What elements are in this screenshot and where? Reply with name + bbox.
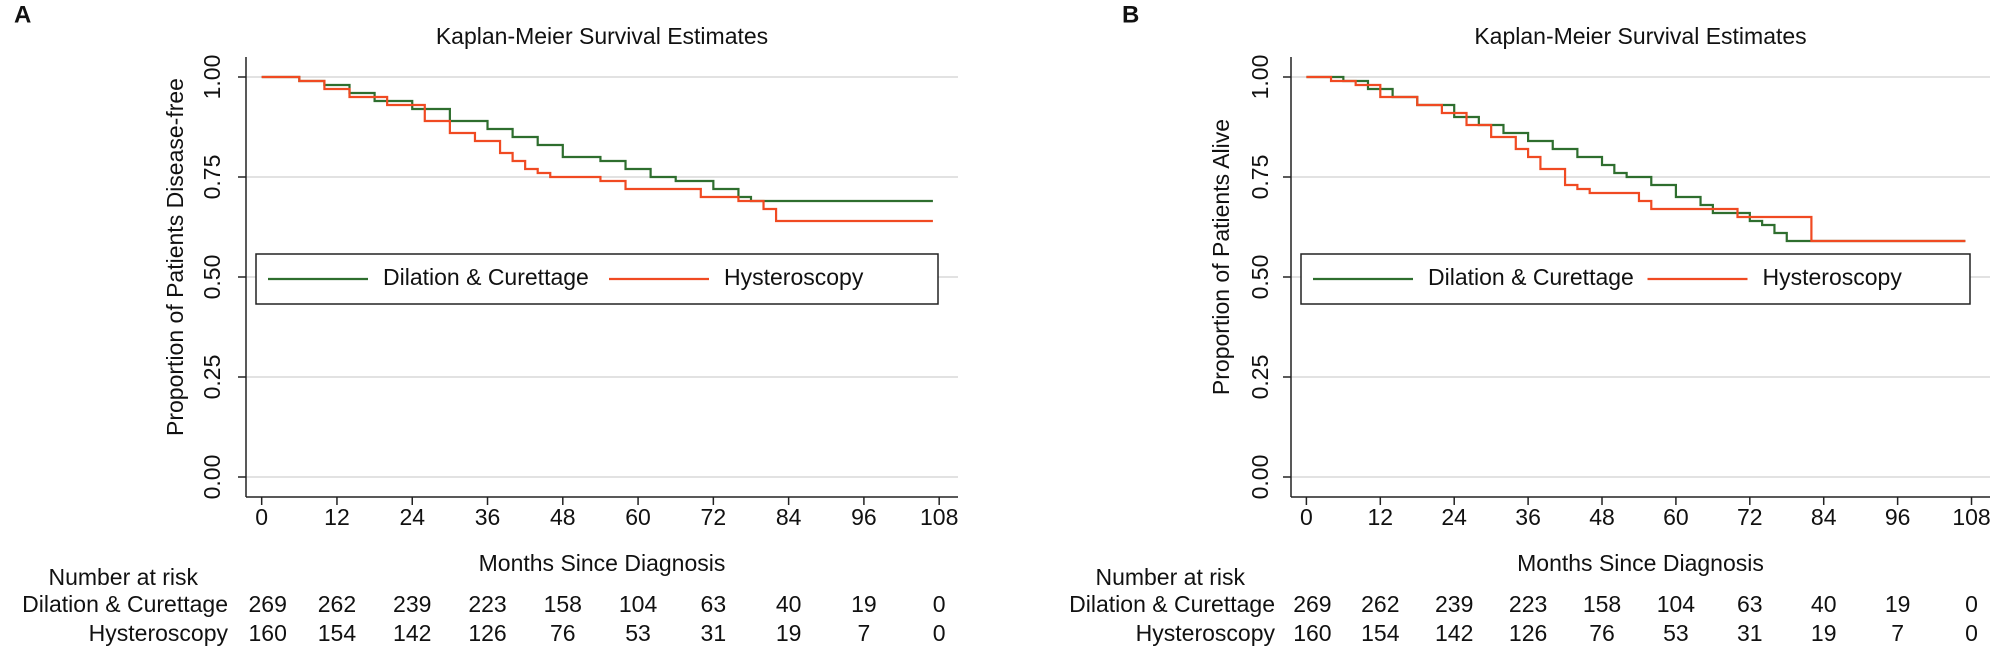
risk-count: 160 <box>248 620 286 646</box>
risk-count: 7 <box>1891 620 1904 646</box>
y-tick-label: 0.75 <box>199 155 225 200</box>
risk-table-title: Number at risk <box>48 564 198 590</box>
panel-label: B <box>1122 1 1139 28</box>
y-tick-label: 1.00 <box>1247 55 1273 100</box>
risk-count: 40 <box>776 591 802 617</box>
y-tick-label: 0.25 <box>1247 355 1273 400</box>
risk-count: 0 <box>1965 591 1978 617</box>
x-tick-label: 72 <box>1737 504 1763 530</box>
risk-count: 76 <box>1589 620 1615 646</box>
risk-count: 31 <box>701 620 727 646</box>
risk-count: 223 <box>1509 591 1547 617</box>
x-tick-label: 36 <box>475 504 501 530</box>
y-tick-label: 0.75 <box>1247 155 1273 200</box>
legend-label: Dilation & Curettage <box>1428 264 1634 290</box>
risk-count: 53 <box>625 620 651 646</box>
risk-count: 19 <box>776 620 802 646</box>
x-tick-label: 84 <box>1811 504 1837 530</box>
x-tick-label: 36 <box>1515 504 1541 530</box>
risk-table-title: Number at risk <box>1095 564 1245 590</box>
survival-curve <box>261 75 933 223</box>
legend-label: Hysteroscopy <box>724 264 864 290</box>
risk-count: 63 <box>701 591 727 617</box>
y-tick-label: 0.50 <box>1247 255 1273 300</box>
risk-count: 0 <box>933 620 946 646</box>
y-tick-label: 0.00 <box>1247 455 1273 500</box>
legend-label: Hysteroscopy <box>1763 264 1903 290</box>
risk-count: 223 <box>468 591 506 617</box>
risk-count: 239 <box>393 591 431 617</box>
survival-curve <box>1306 75 1966 243</box>
risk-count: 63 <box>1737 591 1763 617</box>
x-tick-label: 12 <box>1368 504 1394 530</box>
survival-curve <box>261 75 933 203</box>
risk-row-label: Dilation & Curettage <box>1069 591 1275 617</box>
risk-count: 0 <box>1965 620 1978 646</box>
y-tick-label: 0.25 <box>199 355 225 400</box>
risk-count: 239 <box>1435 591 1473 617</box>
chart-title: Kaplan-Meier Survival Estimates <box>1474 23 1806 49</box>
risk-row-label: Dilation & Curettage <box>22 591 228 617</box>
risk-count: 19 <box>1811 620 1837 646</box>
risk-count: 158 <box>1583 591 1621 617</box>
legend-label: Dilation & Curettage <box>383 264 589 290</box>
y-axis-label: Proportion of Patients Alive <box>1208 119 1234 395</box>
risk-count: 262 <box>318 591 356 617</box>
risk-count: 269 <box>248 591 286 617</box>
y-tick-label: 0.00 <box>199 455 225 500</box>
risk-count: 40 <box>1811 591 1837 617</box>
risk-count: 31 <box>1737 620 1763 646</box>
x-tick-label: 60 <box>625 504 651 530</box>
x-tick-label: 84 <box>776 504 802 530</box>
x-tick-label: 108 <box>920 504 958 530</box>
legend <box>255 253 939 305</box>
x-tick-label: 24 <box>399 504 425 530</box>
x-tick-label: 108 <box>1952 504 1990 530</box>
risk-count: 158 <box>544 591 582 617</box>
risk-count: 142 <box>1435 620 1473 646</box>
panel-label: A <box>14 1 31 28</box>
risk-row-label: Hysteroscopy <box>1136 620 1276 646</box>
y-tick-label: 1.00 <box>199 55 225 100</box>
risk-count: 126 <box>468 620 506 646</box>
risk-count: 76 <box>550 620 576 646</box>
risk-count: 0 <box>933 591 946 617</box>
risk-count: 53 <box>1663 620 1689 646</box>
x-tick-label: 0 <box>255 504 268 530</box>
x-tick-label: 0 <box>1300 504 1313 530</box>
risk-count: 19 <box>1885 591 1911 617</box>
risk-count: 269 <box>1293 591 1331 617</box>
x-tick-label: 48 <box>550 504 576 530</box>
x-tick-label: 96 <box>851 504 877 530</box>
chart-title: Kaplan-Meier Survival Estimates <box>436 23 768 49</box>
risk-count: 7 <box>858 620 871 646</box>
risk-row-label: Hysteroscopy <box>89 620 229 646</box>
x-axis-label: Months Since Diagnosis <box>479 550 726 576</box>
x-tick-label: 48 <box>1589 504 1615 530</box>
risk-count: 154 <box>318 620 357 646</box>
risk-count: 262 <box>1361 591 1399 617</box>
x-tick-label: 60 <box>1663 504 1689 530</box>
y-axis-label: Proportion of Patients Disease-free <box>162 78 188 436</box>
x-axis-label: Months Since Diagnosis <box>1517 550 1764 576</box>
survival-curve <box>1306 75 1966 243</box>
x-tick-label: 12 <box>324 504 350 530</box>
x-tick-label: 96 <box>1885 504 1911 530</box>
risk-count: 19 <box>851 591 877 617</box>
x-tick-label: 24 <box>1441 504 1467 530</box>
risk-count: 104 <box>619 591 658 617</box>
y-tick-label: 0.50 <box>199 255 225 300</box>
risk-count: 154 <box>1361 620 1400 646</box>
risk-count: 104 <box>1657 591 1696 617</box>
risk-count: 142 <box>393 620 431 646</box>
x-tick-label: 72 <box>701 504 727 530</box>
risk-count: 160 <box>1293 620 1331 646</box>
risk-count: 126 <box>1509 620 1547 646</box>
